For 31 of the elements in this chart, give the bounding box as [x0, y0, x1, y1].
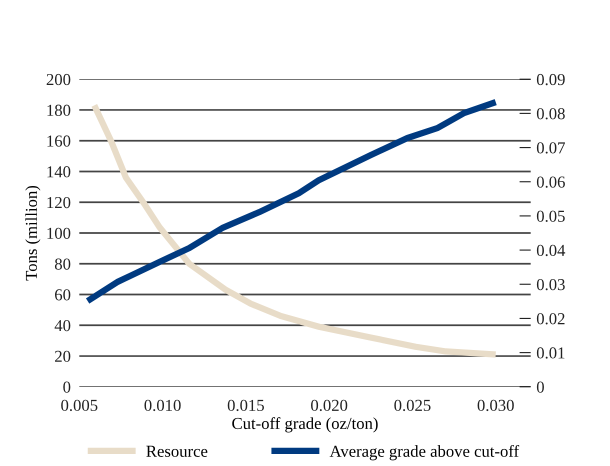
y-tick-label: 100	[47, 228, 70, 239]
x-tick-label: 0.005	[61, 400, 98, 412]
y-tick-label: 20	[55, 350, 70, 362]
x-tick-label: 0.025	[394, 400, 431, 412]
x-axis-title: Cut-off grade (oz/ton)	[232, 417, 378, 433]
legend-label: Average grade above cut-off	[330, 444, 520, 460]
x-tick-label: 0.015	[228, 400, 264, 412]
y2-tick-label: 0.05	[536, 210, 565, 222]
y-tick-label: 180	[47, 104, 70, 116]
y2-tick-label: 0.04	[536, 244, 566, 256]
x-tick-label: 0.010	[144, 400, 181, 412]
y2-tick-label: 0.08	[536, 108, 565, 120]
y2-tick-label: 0.03	[536, 278, 565, 290]
y-tick-label: 40	[54, 320, 70, 332]
y2-tick-label: 0.02	[536, 313, 565, 324]
y2-tick-label: 0.07	[536, 142, 565, 154]
legend-label: Resource	[146, 446, 208, 457]
y2-tick-label: 0	[536, 381, 544, 393]
y-tick-label: 200	[46, 74, 70, 86]
y-tick-label: 0	[63, 381, 70, 393]
y-tick-label: 60	[55, 289, 70, 300]
y2-tick-label: 0.09	[536, 74, 565, 86]
y2-tick-label: 0.01	[536, 347, 564, 359]
y-tick-label: 120	[47, 196, 70, 208]
y-axis-title: Tons (million)	[25, 186, 40, 280]
y-tick-label: 140	[47, 166, 70, 178]
y2-tick-label: 0.06	[536, 176, 565, 188]
y-tick-label: 160	[47, 135, 70, 147]
x-tick-label: 0.030	[478, 400, 514, 412]
x-tick-label: 0.020	[311, 400, 348, 412]
y-tick-label: 80	[54, 258, 70, 270]
